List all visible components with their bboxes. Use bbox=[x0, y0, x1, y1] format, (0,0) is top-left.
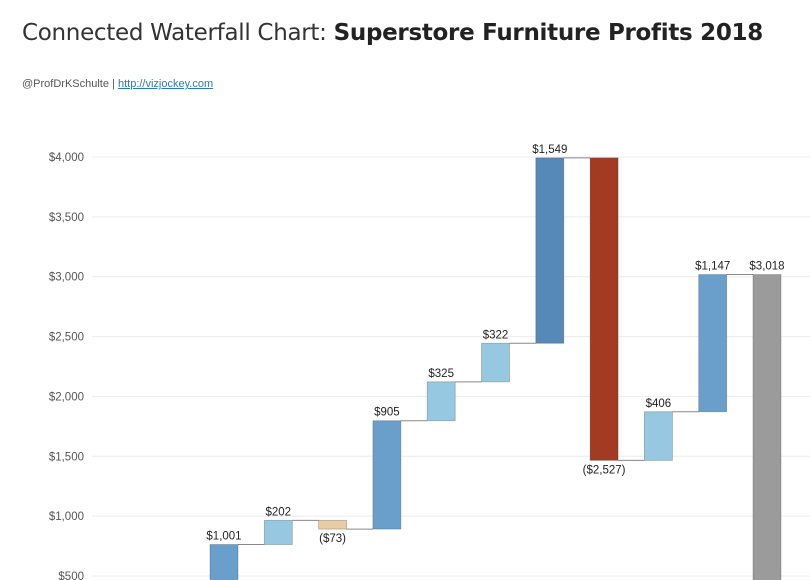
data-label: $322 bbox=[483, 329, 509, 341]
waterfall-bar[interactable] bbox=[209, 544, 239, 580]
waterfall-bar[interactable] bbox=[481, 342, 510, 383]
bars bbox=[209, 157, 782, 580]
y-tick-label: $500 bbox=[58, 571, 84, 580]
data-label: $1,147 bbox=[695, 261, 730, 273]
author-handle: @ProfDrKSchulte bbox=[22, 78, 109, 90]
y-tick-label: $4,000 bbox=[49, 152, 84, 164]
data-labels: $1,001 $202 ($73) $905 $325 $322 $1,549 ($2,527… bbox=[206, 144, 784, 545]
title-bold: Superstore Furniture Profits 2018 bbox=[333, 20, 764, 46]
data-label: $202 bbox=[266, 506, 292, 518]
y-tick-label: $2,500 bbox=[49, 332, 84, 344]
y-tick-label: $2,000 bbox=[49, 391, 84, 403]
y-tick-label: $3,500 bbox=[49, 212, 84, 224]
chart-title: Connected Waterfall Chart: Superstore Fu… bbox=[22, 20, 763, 46]
waterfall-bar[interactable] bbox=[644, 411, 673, 461]
waterfall-bar[interactable] bbox=[372, 420, 402, 530]
waterfall-bar[interactable] bbox=[589, 157, 619, 461]
connectors bbox=[238, 157, 753, 546]
data-label: ($73) bbox=[319, 533, 346, 545]
author-link[interactable]: http://vizjockey.com bbox=[117, 78, 214, 90]
y-axis: $500 $1,000 $1,500 $2,000 $2,500 $3,000 $3,500… bbox=[49, 152, 84, 580]
data-label: ($2,527) bbox=[583, 464, 626, 476]
data-label: $1,001 bbox=[206, 531, 241, 543]
y-tick-label: $3,000 bbox=[49, 272, 84, 284]
data-label: $325 bbox=[428, 368, 454, 380]
waterfall-bar[interactable] bbox=[263, 519, 293, 545]
y-tick-label: $1,000 bbox=[49, 511, 84, 523]
byline-separator: | bbox=[108, 78, 118, 90]
waterfall-bar[interactable] bbox=[698, 274, 728, 413]
data-label: $905 bbox=[374, 407, 400, 419]
y-tick-label: $1,500 bbox=[49, 451, 84, 463]
data-label: $406 bbox=[646, 398, 672, 410]
waterfall-bar[interactable] bbox=[426, 381, 456, 422]
byline: @ProfDrKSchulte | http://vizjockey.com bbox=[22, 78, 213, 90]
data-label: $1,549 bbox=[532, 144, 567, 156]
title-prefix: Connected Waterfall Chart: bbox=[22, 20, 334, 46]
waterfall-bar[interactable] bbox=[752, 274, 782, 580]
waterfall-bar[interactable] bbox=[535, 157, 565, 344]
data-label: $3,018 bbox=[749, 261, 784, 273]
waterfall-bar[interactable] bbox=[318, 519, 348, 530]
